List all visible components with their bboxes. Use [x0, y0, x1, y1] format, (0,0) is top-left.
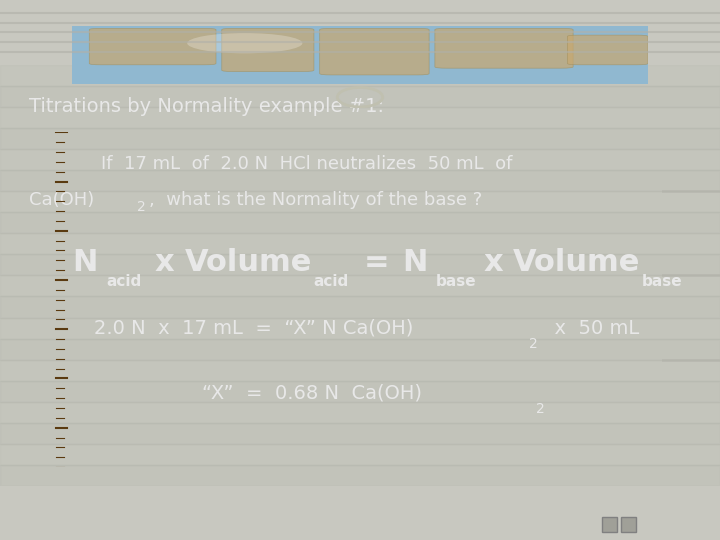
Bar — [0, 318, 720, 339]
Bar — [0, 233, 720, 254]
Bar — [0, 339, 720, 360]
Ellipse shape — [187, 33, 302, 53]
FancyBboxPatch shape — [89, 28, 216, 65]
Text: “X”  =  0.68 N  Ca(OH): “X” = 0.68 N Ca(OH) — [202, 384, 422, 403]
Text: 2: 2 — [137, 200, 145, 214]
Text: x: x — [155, 248, 174, 277]
Bar — [0, 149, 720, 170]
Bar — [0, 275, 720, 296]
Text: 2: 2 — [529, 337, 538, 351]
Text: N: N — [72, 248, 97, 277]
Bar — [0, 402, 720, 423]
Bar — [0, 65, 720, 86]
Text: acid: acid — [107, 274, 142, 289]
Bar — [0, 254, 720, 275]
Text: acid: acid — [313, 274, 348, 289]
Bar — [0, 128, 720, 149]
FancyBboxPatch shape — [222, 28, 314, 71]
Text: Volume: Volume — [513, 248, 640, 277]
Bar — [0, 360, 720, 381]
FancyBboxPatch shape — [567, 35, 648, 65]
Bar — [621, 517, 636, 532]
FancyBboxPatch shape — [72, 26, 648, 84]
Bar — [602, 517, 617, 532]
Bar — [0, 423, 720, 444]
Bar — [0, 212, 720, 233]
Text: Titrations by Normality example #1:: Titrations by Normality example #1: — [29, 97, 384, 117]
Text: =: = — [364, 248, 390, 277]
Bar — [0, 107, 720, 128]
Text: If  17 mL  of  2.0 N  HCl neutralizes  50 mL  of: If 17 mL of 2.0 N HCl neutralizes 50 mL … — [101, 155, 512, 173]
Bar — [0, 170, 720, 191]
FancyBboxPatch shape — [320, 28, 429, 75]
Bar — [0, 444, 720, 465]
Text: base: base — [642, 274, 683, 289]
Bar — [0, 381, 720, 402]
Text: base: base — [436, 274, 476, 289]
Text: ,  what is the Normality of the base ?: , what is the Normality of the base ? — [149, 191, 482, 208]
Text: 2: 2 — [536, 402, 545, 416]
Bar — [0, 191, 720, 212]
Bar — [0, 465, 720, 486]
FancyBboxPatch shape — [435, 28, 573, 68]
Text: x: x — [484, 248, 503, 277]
Text: Volume: Volume — [185, 248, 312, 277]
Bar — [0, 86, 720, 107]
Text: 2.0 N  x  17 mL  =  “X” N Ca(OH): 2.0 N x 17 mL = “X” N Ca(OH) — [94, 319, 413, 338]
Text: x  50 mL: x 50 mL — [542, 319, 639, 338]
Text: Ca(OH): Ca(OH) — [29, 191, 94, 208]
Text: N: N — [402, 248, 427, 277]
Bar — [0, 296, 720, 318]
